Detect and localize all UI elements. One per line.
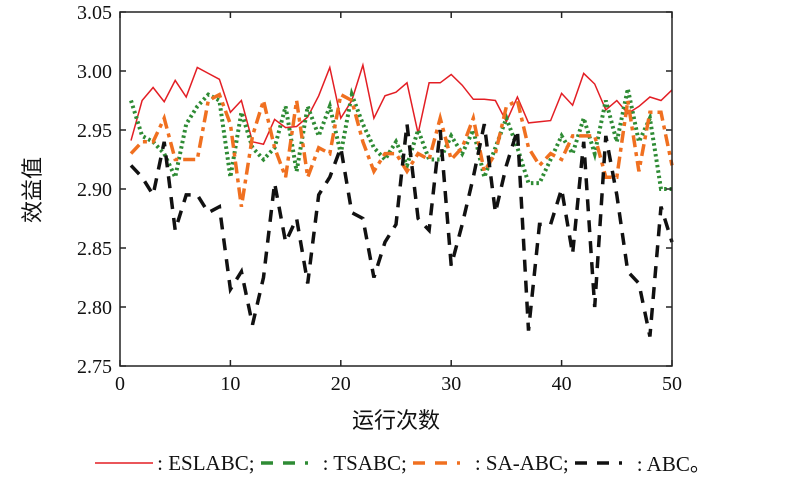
legend-item-abc: : ABC。 xyxy=(569,448,711,478)
line-chart: 0 10 20 30 40 502.752.802.852.902.953.003.05 … xyxy=(21,2,682,434)
x-tick-label: 50 xyxy=(662,373,682,395)
legend-label: : ABC。 xyxy=(636,452,711,476)
y-axis-label: 效益值 xyxy=(21,157,46,223)
legend-label: : TSABC; xyxy=(322,450,407,475)
x-axis-label: 运行次数 xyxy=(352,409,440,434)
legend-item-sa-abc: : SA-ABC; xyxy=(407,451,569,476)
x-tick-label: 30 xyxy=(441,373,461,395)
y-tick-label: 2.85 xyxy=(77,238,112,260)
legend-label: : SA-ABC; xyxy=(474,450,569,475)
y-tick-label: 2.90 xyxy=(77,179,112,201)
series-line-tsabc xyxy=(129,87,672,191)
series-line-eslabc xyxy=(130,62,673,146)
legend: : ESLABC; : TSABC; : SA-ABC; : ABC。 xyxy=(0,448,800,478)
legend-swatch xyxy=(95,462,154,464)
series-line-sa-abc xyxy=(129,91,674,207)
y-tick-label: 2.80 xyxy=(77,297,112,319)
x-tick-label: 20 xyxy=(331,373,351,395)
legend-item-tsabc: : TSABC; xyxy=(255,451,407,476)
legend-swatch xyxy=(412,461,471,465)
x-tick-label: 0 xyxy=(115,373,125,395)
plot-frame xyxy=(119,11,673,367)
ticks-layer: 0 10 20 30 40 50 2.75 2.80 2.85 2.90 2.95 3.00 3.05 xyxy=(77,2,682,395)
x-tick-label: 40 xyxy=(552,373,572,395)
x-tick-label: 10 xyxy=(220,373,240,395)
series-line-abc xyxy=(129,123,674,337)
y-tick-label: 3.05 xyxy=(77,2,112,24)
y-tick-label: 3.00 xyxy=(77,61,112,83)
legend-item-eslabc: : ESLABC; xyxy=(89,450,255,476)
legend-swatch xyxy=(574,461,633,465)
legend-label: : ESLABC; xyxy=(157,450,255,475)
series-layer xyxy=(129,62,674,337)
y-tick-label: 2.75 xyxy=(77,356,112,378)
legend-swatch xyxy=(260,461,319,465)
y-tick-label: 2.95 xyxy=(77,120,112,142)
